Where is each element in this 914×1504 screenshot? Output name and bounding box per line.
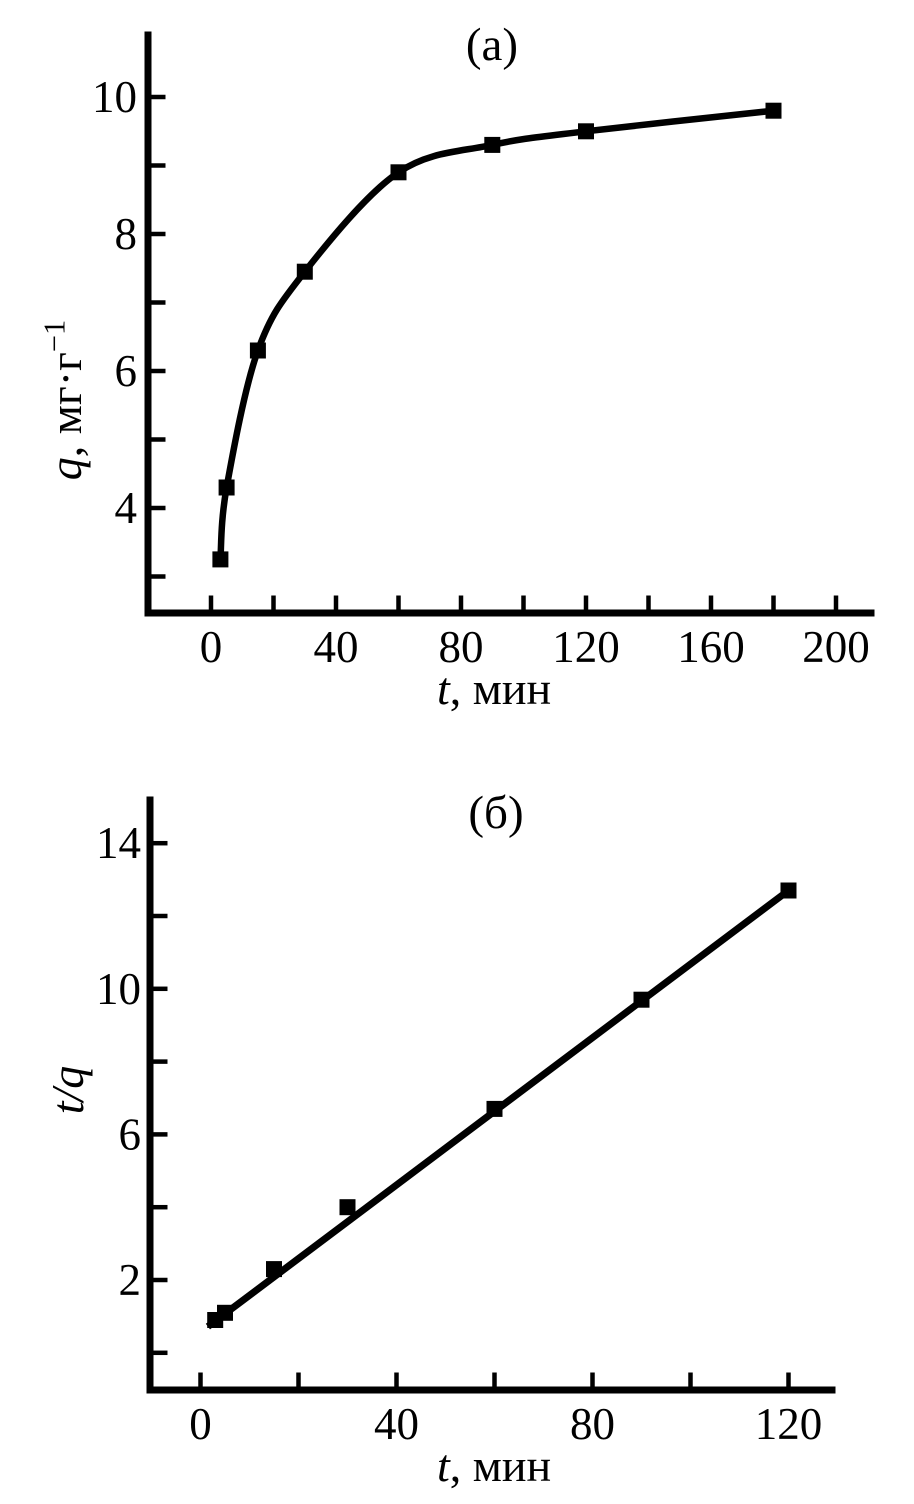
x-tick-label: 120 (552, 622, 620, 672)
chart-b-xlabel-units: , мин (449, 1440, 552, 1491)
data-point (212, 551, 229, 568)
y-tick-label: 2 (119, 1255, 142, 1305)
chart-a-ylabel: q, мг·г−1 (38, 320, 91, 481)
chart-b-markers (207, 882, 797, 1328)
chart-b-ticks (153, 840, 791, 1387)
y-tick-label: 14 (96, 818, 141, 868)
data-point (765, 102, 782, 119)
x-tick-label: 0 (200, 622, 223, 672)
x-tick-label: 0 (189, 1399, 212, 1449)
chart-a-title: (а) (465, 19, 519, 71)
data-point (296, 263, 313, 280)
x-tick-label: 80 (439, 622, 484, 672)
y-tick-label: 6 (119, 1109, 142, 1159)
chart-a-xlabel-units: , мин (449, 663, 552, 714)
x-tick-label: 40 (374, 1399, 419, 1449)
fitted-curve (217, 107, 774, 560)
data-point (486, 1100, 503, 1117)
y-tick-label: 10 (92, 72, 137, 122)
data-point (218, 479, 235, 496)
x-tick-label: 120 (755, 1399, 823, 1449)
chart-a-ylabel-exponent: −1 (37, 319, 72, 353)
chart-b-ylabel: t/q (42, 1065, 93, 1115)
data-point (390, 164, 407, 181)
chart-a: 0 40 80 120 160 200 4 6 8 10 (92, 31, 875, 672)
x-tick-label: 160 (677, 622, 745, 672)
data-point (217, 1304, 233, 1321)
data-point (339, 1199, 356, 1216)
chart-b: 0 40 80 120 2 6 10 14 (96, 796, 836, 1449)
y-tick-label: 6 (115, 346, 138, 396)
chart-a-ticks (151, 94, 839, 610)
data-point (780, 882, 797, 899)
data-point (484, 136, 501, 153)
chart-a-markers (212, 102, 782, 568)
x-tick-label: 40 (314, 622, 359, 672)
x-tick-label: 200 (802, 622, 870, 672)
chart-b-tick-labels: 0 40 80 120 2 6 10 14 (96, 818, 822, 1449)
chart-a-ylabel-units: , мг·г (40, 352, 91, 458)
chart-b-title: (б) (468, 787, 524, 839)
data-point (249, 342, 266, 359)
chart-b-ylabel-variable: t/q (42, 1065, 93, 1115)
x-tick-label: 80 (570, 1399, 615, 1449)
y-tick-label: 10 (96, 964, 141, 1014)
chart-a-tick-labels: 0 40 80 120 160 200 4 6 8 10 (92, 72, 870, 672)
chart-a-xlabel: t, мин (334, 666, 654, 712)
data-point (633, 991, 650, 1008)
y-tick-label: 4 (115, 483, 138, 533)
data-point (266, 1261, 282, 1278)
chart-b-xlabel-variable: t (436, 1440, 450, 1491)
data-point (578, 123, 594, 140)
chart-b-xlabel: t, мин (334, 1443, 654, 1489)
y-tick-label: 8 (115, 209, 138, 259)
chart-a-axes (144, 31, 875, 617)
chart-a-ylabel-variable: q (40, 457, 91, 481)
chart-a-xlabel-variable: t (436, 663, 450, 714)
chart-b-axes (146, 796, 836, 1394)
